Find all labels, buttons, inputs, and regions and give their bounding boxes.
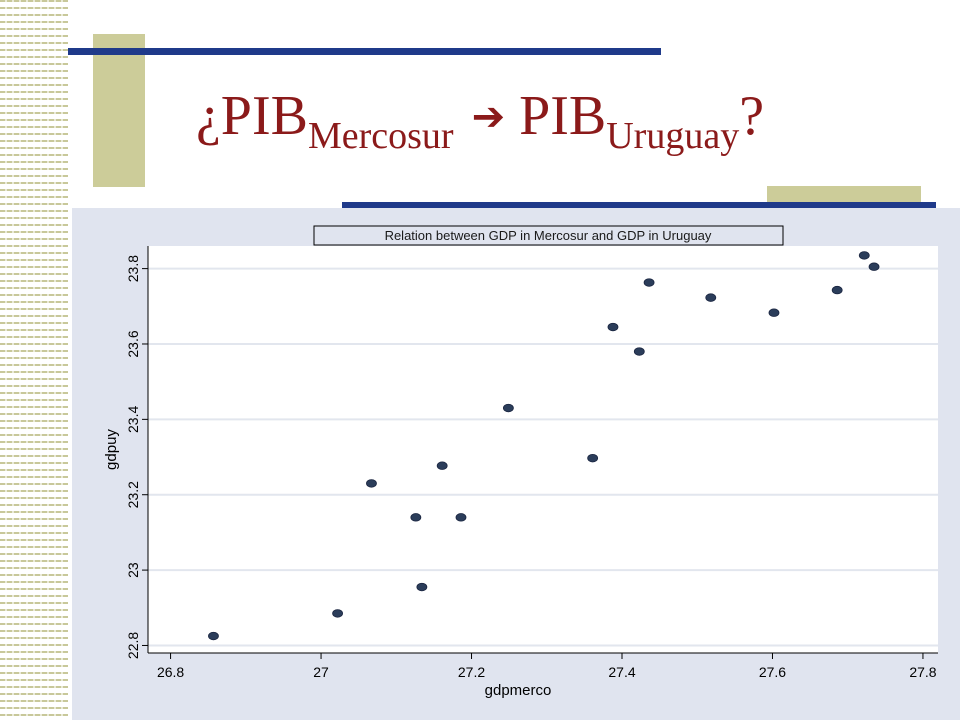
x-tick-label: 27.4 <box>608 664 635 680</box>
data-point <box>332 609 344 618</box>
y-tick-label: 23.6 <box>125 330 141 357</box>
decorative-side-stripe <box>0 0 68 720</box>
title-mid: PIB <box>519 85 607 147</box>
data-point <box>633 347 645 356</box>
plot-area <box>148 246 938 653</box>
x-tick-label: 27.6 <box>759 664 786 680</box>
data-point <box>643 278 655 287</box>
chart-panel: Relation between GDP in Mercosur and GDP… <box>72 208 960 720</box>
data-point <box>868 262 880 271</box>
x-tick-label: 26.8 <box>157 664 184 680</box>
x-tick-label: 27 <box>313 664 329 680</box>
data-point <box>410 513 422 522</box>
y-tick-label: 23.4 <box>125 406 141 433</box>
chart-title-box <box>313 225 784 246</box>
scatter-chart: Relation between GDP in Mercosur and GDP… <box>103 225 938 699</box>
data-point <box>607 322 619 332</box>
y-tick-label: 23 <box>125 562 141 578</box>
data-point <box>366 479 377 488</box>
data-point <box>416 582 428 592</box>
title-prefix: ¿PIB <box>195 85 308 147</box>
data-point <box>858 251 870 260</box>
y-axis-label: gdpuy <box>103 429 120 470</box>
decorative-block-left <box>93 34 145 187</box>
decorative-line-top <box>68 48 661 55</box>
decorative-line-bottom <box>342 202 936 208</box>
arrow-icon: ➔ <box>471 94 506 140</box>
x-axis-label: gdpmerco <box>485 682 552 699</box>
y-tick-label: 23.2 <box>125 481 141 508</box>
data-point <box>455 513 467 522</box>
chart-title: Relation between GDP in Mercosur and GDP… <box>385 228 712 243</box>
data-point <box>436 461 448 470</box>
data-point <box>705 293 717 302</box>
data-point <box>831 285 843 295</box>
y-tick-label: 22.8 <box>125 632 141 659</box>
x-tick-label: 27.8 <box>909 664 936 680</box>
slide-title: ¿PIBMercosur ➔ PIBUruguay? <box>0 88 960 155</box>
data-point <box>208 631 219 641</box>
title-suffix: ? <box>739 85 765 147</box>
data-point <box>502 403 514 413</box>
y-tick-label: 23.8 <box>125 255 141 282</box>
x-tick-label: 27.2 <box>458 664 485 680</box>
data-point <box>768 308 780 317</box>
title-subscript-mercosur: Mercosur <box>307 115 454 157</box>
title-subscript-uruguay: Uruguay <box>606 115 740 157</box>
data-point <box>587 453 599 463</box>
